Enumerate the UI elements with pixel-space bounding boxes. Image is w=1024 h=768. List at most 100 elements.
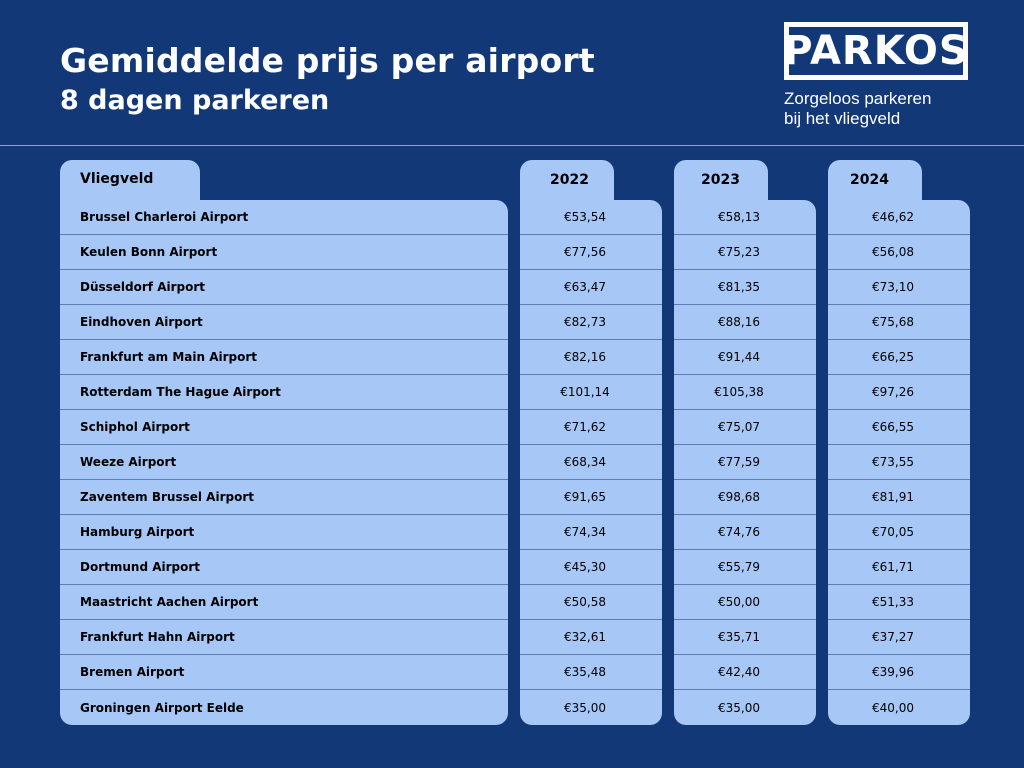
price-2023: €98,68: [718, 490, 760, 504]
table-row: Zaventem Brussel Airport: [60, 480, 508, 515]
price-2022: €71,62: [564, 420, 606, 434]
price-2024: €46,62: [872, 210, 914, 224]
table-row: €98,68: [674, 480, 816, 515]
table-row: €50,58: [520, 585, 662, 620]
table-row: Maastricht Aachen Airport: [60, 585, 508, 620]
table-row: €82,16: [520, 340, 662, 375]
page-subtitle: 8 dagen parkeren: [60, 85, 330, 116]
airport-name: Eindhoven Airport: [80, 315, 203, 329]
table-row: €101,14: [520, 375, 662, 410]
price-2022: €82,73: [564, 315, 606, 329]
price-2023: €74,76: [718, 525, 760, 539]
table-row: Frankfurt am Main Airport: [60, 340, 508, 375]
price-2023: €35,00: [718, 700, 760, 715]
price-2022: €63,47: [564, 280, 606, 294]
table-row: Bremen Airport: [60, 655, 508, 690]
table-row: Eindhoven Airport: [60, 305, 508, 340]
price-2022: €82,16: [564, 350, 606, 364]
airport-column: Brussel Charleroi Airport Keulen Bonn Air…: [60, 200, 508, 725]
table-row: €58,13: [674, 200, 816, 235]
table-row: €91,65: [520, 480, 662, 515]
price-2022: €77,56: [564, 245, 606, 259]
table-row: €74,34: [520, 515, 662, 550]
price-2022: €53,54: [564, 210, 606, 224]
price-2022: €68,34: [564, 455, 606, 469]
price-2024: €61,71: [872, 560, 914, 574]
table-row: €42,40: [674, 655, 816, 690]
price-2023: €35,71: [718, 630, 760, 644]
table-row: €53,54: [520, 200, 662, 235]
table-row: €88,16: [674, 305, 816, 340]
table-row: Brussel Charleroi Airport: [60, 200, 508, 235]
price-2023: €91,44: [718, 350, 760, 364]
price-2022: €101,14: [560, 385, 610, 399]
table-row: €35,71: [674, 620, 816, 655]
table-row: Düsseldorf Airport: [60, 270, 508, 305]
price-2024: €56,08: [872, 245, 914, 259]
price-2022: €35,48: [564, 665, 606, 679]
price-2024: €40,00: [872, 700, 914, 715]
table-row: €55,79: [674, 550, 816, 585]
price-2023: €50,00: [718, 595, 760, 609]
table-row: €82,73: [520, 305, 662, 340]
table-row: €68,34: [520, 445, 662, 480]
table-row: €77,59: [674, 445, 816, 480]
table-row: €39,96: [828, 655, 970, 690]
price-2024: €66,55: [872, 420, 914, 434]
table-row: Dortmund Airport: [60, 550, 508, 585]
logo-brand-text: PARKOS: [783, 28, 969, 74]
table-row: €75,68: [828, 305, 970, 340]
table-row: €45,30: [520, 550, 662, 585]
header-divider: [0, 145, 1024, 146]
table-row: €37,27: [828, 620, 970, 655]
airport-name: Schiphol Airport: [80, 420, 190, 434]
price-2023: €75,23: [718, 245, 760, 259]
column-header-label: 2024: [850, 172, 889, 188]
table-row: Frankfurt Hahn Airport: [60, 620, 508, 655]
airport-name: Brussel Charleroi Airport: [80, 210, 249, 224]
price-2022: €45,30: [564, 560, 606, 574]
price-2023: €55,79: [718, 560, 760, 574]
table-row: €75,07: [674, 410, 816, 445]
price-2024: €81,91: [872, 490, 914, 504]
year-2023-column: €58,13 €75,23 €81,35 €88,16 €91,44 €105,38 €75…: [674, 200, 816, 725]
price-2022: €35,00: [564, 700, 606, 715]
price-2024: €75,68: [872, 315, 914, 329]
price-2023: €88,16: [718, 315, 760, 329]
price-2024: €66,25: [872, 350, 914, 364]
table-row: €73,10: [828, 270, 970, 305]
table-row: €81,91: [828, 480, 970, 515]
table-row: €74,76: [674, 515, 816, 550]
price-2024: €37,27: [872, 630, 914, 644]
table-row: €46,62: [828, 200, 970, 235]
airport-name: Zaventem Brussel Airport: [80, 490, 254, 504]
price-2022: €91,65: [564, 490, 606, 504]
year-2022-column: €53,54 €77,56 €63,47 €82,73 €82,16 €101,14 €71…: [520, 200, 662, 725]
table-row: €77,56: [520, 235, 662, 270]
logo-tagline: Zorgeloos parkeren bij het vliegveld: [784, 89, 968, 129]
logo-wordmark: PARKOS: [783, 22, 969, 80]
column-header-label: 2023: [701, 172, 740, 188]
table-row: €66,25: [828, 340, 970, 375]
table-row: €71,62: [520, 410, 662, 445]
airport-name: Frankfurt Hahn Airport: [80, 630, 235, 644]
table-row: Keulen Bonn Airport: [60, 235, 508, 270]
price-2023: €58,13: [718, 210, 760, 224]
table-row: Schiphol Airport: [60, 410, 508, 445]
table-row: €105,38: [674, 375, 816, 410]
table-row: €32,61: [520, 620, 662, 655]
price-2023: €81,35: [718, 280, 760, 294]
table-row: €56,08: [828, 235, 970, 270]
column-header-label: 2022: [550, 172, 589, 188]
price-2024: €39,96: [872, 665, 914, 679]
page-title: Gemiddelde prijs per airport: [60, 41, 595, 80]
price-2022: €74,34: [564, 525, 606, 539]
table-row: €35,48: [520, 655, 662, 690]
airport-name: Maastricht Aachen Airport: [80, 595, 259, 609]
table-row: €70,05: [828, 515, 970, 550]
table-row: €66,55: [828, 410, 970, 445]
table-row: €91,44: [674, 340, 816, 375]
airport-name: Groningen Airport Eelde: [80, 700, 244, 715]
table-row: €50,00: [674, 585, 816, 620]
airport-name: Frankfurt am Main Airport: [80, 350, 258, 364]
